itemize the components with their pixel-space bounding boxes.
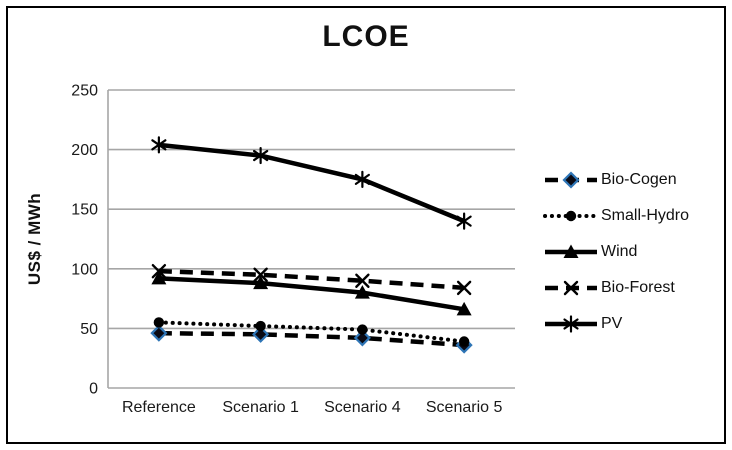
marker-pv-reference: [151, 136, 167, 154]
legend-key-pv: [545, 315, 597, 333]
chart-title: LCOE: [322, 20, 410, 53]
legend-label-bio-cogen: Bio-Cogen: [601, 171, 677, 188]
series-line-bio-forest: [158, 268, 465, 291]
legend-item-bio-cogen: Bio-Cogen: [543, 169, 689, 191]
series-line-pv: [158, 142, 465, 224]
marker-pv-legend: [563, 315, 579, 333]
marker-wind-legend: [563, 244, 579, 258]
marker-pv-scenario-1: [253, 146, 269, 165]
marker-wind-scenario-1: [253, 275, 269, 290]
marker-small-hydro-legend: [565, 210, 577, 222]
y-tick-label-50: 50: [80, 321, 98, 338]
legend-item-pv: PV: [543, 313, 689, 335]
x-tick-label-scenario-4: Scenario 4: [324, 399, 401, 416]
marker-small-hydro-scenario-5: [458, 336, 470, 347]
legend-key-bio-cogen: [545, 171, 597, 189]
marker-bio-forest-reference: [151, 263, 167, 279]
y-tick-label-150: 150: [71, 202, 98, 219]
marker-bio-cogen-legend: [562, 171, 580, 189]
legend-key-bio-forest: [545, 280, 597, 296]
marker-small-hydro-scenario-4: [357, 324, 368, 335]
marker-bio-cogen-reference: [150, 324, 168, 342]
marker-small-hydro-scenario-1: [255, 320, 266, 332]
y-tick-label-200: 200: [71, 142, 98, 159]
series-line-wind: [158, 276, 465, 312]
marker-pv-scenario-5: [456, 212, 472, 230]
marker-bio-cogen-scenario-4: [353, 329, 371, 347]
marker-small-hydro-reference: [153, 317, 165, 328]
legend-item-small-hydro: Small-Hydro: [543, 205, 689, 227]
marker-bio-forest-legend: [563, 280, 579, 296]
marker-bio-forest-scenario-1: [253, 267, 268, 282]
marker-wind-scenario-5: [456, 301, 472, 316]
marker-wind-scenario-4: [354, 285, 370, 299]
x-tick-label-scenario-5: Scenario 5: [426, 399, 503, 416]
legend-key-small-hydro: [543, 210, 599, 222]
x-tick-label-reference: Reference: [122, 399, 196, 416]
legend-key-wind: [545, 244, 597, 258]
legend: Bio-Cogen Small-Hydro Wind Bio-Forest PV: [543, 169, 689, 349]
legend-label-bio-forest: Bio-Forest: [601, 279, 675, 296]
legend-label-wind: Wind: [601, 243, 638, 260]
series-line-bio-cogen: [158, 330, 465, 348]
legend-item-bio-forest: Bio-Forest: [543, 277, 689, 299]
marker-bio-forest-scenario-4: [355, 273, 370, 288]
x-tick-label-scenario-1: Scenario 1: [222, 399, 299, 416]
legend-label-small-hydro: Small-Hydro: [601, 207, 690, 224]
marker-bio-cogen-scenario-1: [252, 325, 270, 343]
marker-bio-forest-scenario-5: [456, 280, 472, 296]
marker-wind-reference: [151, 270, 167, 285]
y-tick-label-0: 0: [89, 381, 98, 398]
y-tick-label-100: 100: [71, 261, 98, 278]
marker-pv-scenario-4: [354, 170, 370, 188]
series-line-small-hydro: [156, 320, 467, 344]
y-tick-label-250: 250: [71, 83, 98, 100]
legend-item-wind: Wind: [543, 241, 689, 263]
legend-label-pv: PV: [601, 315, 623, 332]
